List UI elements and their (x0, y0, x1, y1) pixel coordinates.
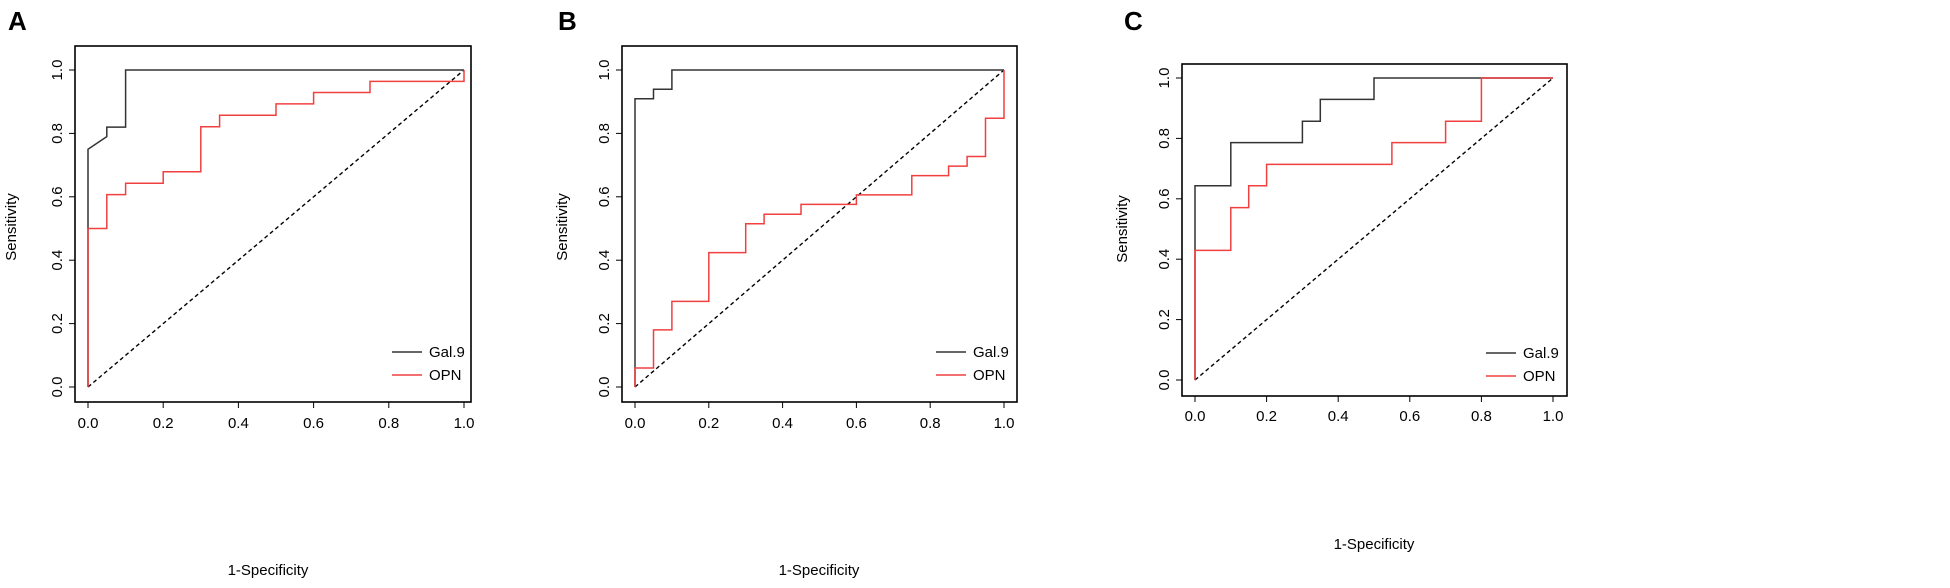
plot-frame (74, 45, 472, 403)
y-tick-label: 0.2 (49, 313, 66, 334)
x-tick-label: 0.8 (1471, 408, 1492, 425)
plot-frame (1181, 63, 1568, 397)
x-tick-label: 0.0 (78, 415, 99, 432)
y-tick-label: 1.0 (49, 60, 66, 81)
plot-frame (621, 45, 1018, 403)
x-tick-label: 0.8 (920, 415, 941, 432)
x-axis-title: 1-Specificity (779, 562, 860, 579)
roc-curve-opn (87, 70, 465, 387)
roc-panel-a: A 0.0 0.2 0.4 0.6 0.8 1.0 0.0 0.2 0.4 0.6 0.8 1.0 1-S… (3, 6, 474, 579)
x-axis-title: 1-Specificity (228, 562, 309, 579)
reference-diagonal (634, 69, 1005, 388)
x-tick-label: 0.8 (378, 415, 399, 432)
x-tick-label: 1.0 (1543, 408, 1564, 425)
x-tick-label: 0.4 (1328, 408, 1349, 425)
roc-curve-gal9 (1194, 77, 1553, 380)
y-tick-label: 0.8 (1156, 128, 1173, 149)
y-axis-title: Sensitivity (1114, 195, 1131, 263)
x-tick-label: 1.0 (994, 415, 1015, 432)
y-tick-label: 0.4 (1156, 249, 1173, 270)
roc-curve-gal9 (634, 69, 1004, 387)
legend-label: OPN (429, 367, 462, 384)
y-tick-label: 0.6 (49, 186, 66, 207)
y-tick-label: 1.0 (596, 60, 613, 81)
legend-label: Gal.9 (973, 344, 1009, 361)
y-tick-label: 0.0 (1156, 370, 1173, 391)
x-tick-label: 1.0 (454, 415, 475, 432)
x-tick-label: 0.6 (846, 415, 867, 432)
y-tick-label: 0.8 (49, 123, 66, 144)
x-tick-label: 0.2 (1256, 408, 1277, 425)
y-tick-label: 0.8 (596, 123, 613, 144)
y-tick-label: 0.0 (49, 377, 66, 398)
roc-curve-opn (634, 70, 1005, 387)
y-axis-title: Sensitivity (554, 193, 571, 261)
x-tick-label: 0.4 (228, 415, 249, 432)
y-tick-label: 1.0 (1156, 68, 1173, 89)
legend-label: OPN (1523, 368, 1556, 385)
roc-panel-c: C 0.0 0.2 0.4 0.6 0.8 1.0 0.0 0.2 0.4 0.6 0.8 1.0 1-S… (1114, 6, 1568, 553)
y-tick-label: 0.4 (49, 250, 66, 271)
x-tick-label: 0.6 (1399, 408, 1420, 425)
reference-diagonal (1194, 77, 1554, 381)
legend-label: OPN (973, 367, 1006, 384)
roc-curve-opn (1194, 77, 1553, 380)
roc-curve-gal9 (87, 69, 464, 387)
legend-label: Gal.9 (1523, 345, 1559, 362)
x-tick-label: 0.2 (153, 415, 174, 432)
y-tick-label: 0.0 (596, 377, 613, 398)
y-tick-label: 0.6 (596, 186, 613, 207)
y-tick-label: 0.2 (596, 313, 613, 334)
panel-letter: C (1124, 6, 1143, 36)
roc-panel-b: B 0.0 0.2 0.4 0.6 0.8 1.0 0.0 0.2 0.4 0.6 0.8 1.0 1-S… (554, 6, 1018, 579)
x-axis-title: 1-Specificity (1334, 536, 1415, 553)
x-tick-label: 0.6 (303, 415, 324, 432)
legend-label: Gal.9 (429, 344, 465, 361)
panel-letter: A (8, 6, 27, 36)
y-tick-label: 0.6 (1156, 188, 1173, 209)
y-tick-label: 0.4 (596, 250, 613, 271)
y-tick-label: 0.2 (1156, 309, 1173, 330)
x-tick-label: 0.0 (1185, 408, 1206, 425)
x-tick-label: 0.0 (625, 415, 646, 432)
reference-diagonal (87, 69, 465, 388)
x-tick-label: 0.4 (772, 415, 793, 432)
y-axis-title: Sensitivity (3, 193, 20, 261)
panel-letter: B (558, 6, 577, 36)
x-tick-label: 0.2 (698, 415, 719, 432)
